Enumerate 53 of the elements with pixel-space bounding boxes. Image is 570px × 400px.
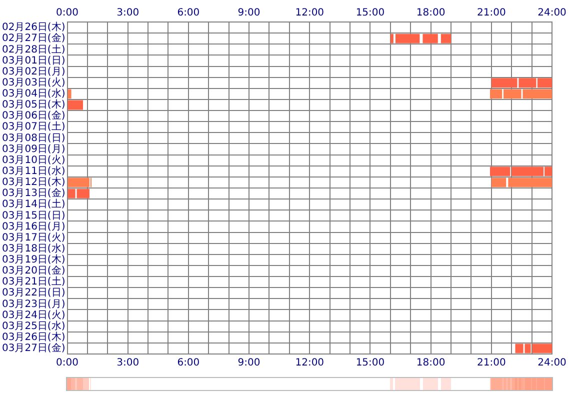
- y-tick-label: 02月26日(木): [2, 21, 66, 34]
- y-tick-label: 03月26日(木): [2, 330, 66, 343]
- y-tick-label: 03月19日(木): [2, 254, 66, 266]
- x2-tick-label: 3:00: [116, 358, 140, 369]
- x-tick-label: 6:00: [177, 8, 200, 19]
- x-tick-label: 21:00: [476, 8, 506, 19]
- y-tick-label: 03月18日(水): [2, 242, 66, 254]
- y-tick-label: 03月20日(金): [2, 264, 66, 277]
- y-tick-label: 03月01日(日): [2, 55, 66, 66]
- bar: [422, 34, 438, 44]
- y-tick-label: 03月12日(木): [2, 176, 66, 188]
- x2-tick-label: 6:00: [177, 358, 200, 369]
- y-tick-label: 03月09日(月): [2, 144, 66, 155]
- bar: [68, 100, 84, 110]
- y-tick-label: 03月15日(日): [2, 210, 66, 222]
- x2-tick-label: 18:00: [416, 358, 446, 369]
- y-tick-label: 03月27日(金): [2, 342, 66, 354]
- y-tick-label: 03月07日(土): [2, 120, 66, 133]
- x2-tick-label: 21:00: [476, 358, 506, 369]
- y-tick-label: 03月10日(火): [2, 154, 66, 166]
- x-tick-label: 24:00: [538, 8, 566, 19]
- x-tick-label: 0:00: [56, 8, 78, 19]
- y-tick-label: 03月25日(水): [2, 320, 66, 332]
- y-tick-label: 03月06日(金): [2, 110, 66, 122]
- y-tick-label: 03月14日(土): [2, 198, 66, 210]
- y-tick-label: 03月21日(土): [2, 276, 66, 288]
- x-tick-label: 12:00: [295, 8, 324, 19]
- y-tick-label: 03月22日(日): [2, 288, 66, 299]
- y-tick-label: 03月11日(水): [2, 164, 66, 177]
- x2-tick-label: 12:00: [295, 358, 324, 369]
- x-tick-label: 9:00: [238, 8, 260, 19]
- x2-tick-label: 9:00: [238, 358, 260, 369]
- x2-tick-label: 24:00: [538, 358, 566, 369]
- bar: [508, 178, 552, 188]
- y-tick-label: 02月27日(金): [2, 32, 66, 44]
- x-tick-label: 3:00: [116, 8, 140, 19]
- x-tick-label: 18:00: [416, 8, 446, 19]
- y-tick-label: 03月05日(木): [2, 98, 66, 111]
- y-tick-label: 03月13日(金): [2, 187, 66, 200]
- x-tick-label: 15:00: [356, 8, 385, 19]
- y-tick-label: 03月23日(月): [2, 298, 66, 310]
- y-tick-label: 03月17日(火): [2, 231, 66, 244]
- y-tick-label: 03月16日(月): [2, 221, 66, 232]
- y-tick-label: 03月04日(水): [2, 88, 66, 100]
- bar: [390, 34, 394, 44]
- x2-tick-label: 15:00: [356, 358, 385, 369]
- y-tick-label: 03月24日(火): [2, 308, 66, 321]
- bar: [395, 34, 420, 44]
- y-tick-label: 03月02日(月): [2, 66, 66, 78]
- y-tick-label: 03月03日(火): [2, 76, 66, 88]
- y-tick-label: 03月08日(日): [2, 132, 66, 144]
- y-tick-label: 02月28日(土): [2, 43, 66, 56]
- x2-tick-label: 0:00: [56, 358, 78, 369]
